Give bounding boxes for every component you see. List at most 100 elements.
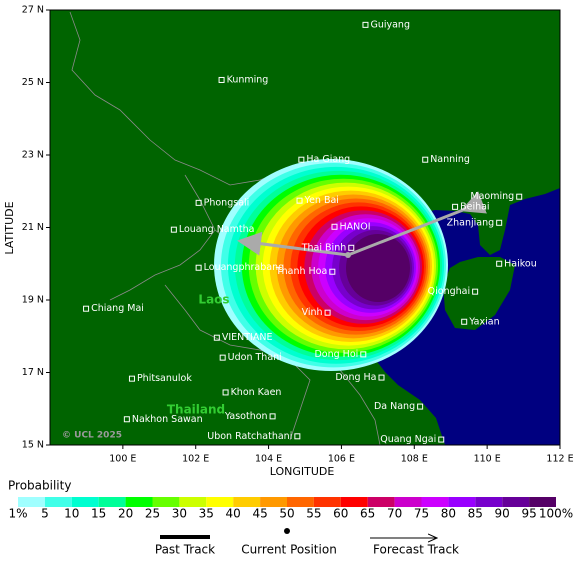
- colorbar-label: 40: [226, 507, 241, 521]
- colorbar-label: 15: [91, 507, 106, 521]
- colorbar-box: [367, 497, 395, 507]
- colorbar-box: [260, 497, 287, 507]
- colorbar-label: 75: [414, 507, 429, 521]
- colorbar-box: [71, 497, 99, 507]
- colorbar-box: [206, 497, 234, 507]
- colorbar-box: [98, 497, 126, 507]
- x-axis-label: LONGITUDE: [270, 465, 335, 478]
- colorbar-label: 1%: [8, 507, 27, 521]
- colorbar-label: 65: [360, 507, 375, 521]
- colorbar-label: 90: [495, 507, 510, 521]
- legend-label: Forecast Track: [373, 543, 459, 557]
- colorbar-box: [475, 497, 503, 507]
- legend-label: Past Track: [155, 543, 215, 557]
- colorbar-box: [179, 497, 207, 507]
- colorbar-label: 30: [172, 507, 187, 521]
- city-marker: [348, 244, 355, 251]
- y-tick-label: 17 N: [22, 367, 44, 378]
- city-label: Qionghai: [428, 286, 470, 297]
- city-marker: [296, 197, 303, 204]
- x-tick-label: 100 E: [109, 454, 136, 465]
- city-marker: [195, 264, 202, 271]
- city-label: Haikou: [504, 258, 537, 269]
- colorbar: 1% 5 10 15 20 25 30 35 40 45 50 55 60 65 70 75 80 85 90 95 1…: [8, 497, 573, 521]
- city-marker: [195, 199, 202, 206]
- region-label: Laos: [198, 293, 229, 307]
- track-line: [347, 191, 487, 257]
- region-label: Thailand: [167, 403, 225, 417]
- city-label: Chiang Mai: [91, 303, 144, 314]
- y-tick-label: 21 N: [22, 222, 44, 233]
- city-label: Nakhon Sawan: [132, 414, 203, 425]
- city-marker: [472, 288, 479, 295]
- city-marker: [438, 436, 445, 443]
- hainan: [443, 257, 515, 330]
- city-label: Louang Namtha: [179, 224, 255, 235]
- colorbar-label: 10: [64, 507, 79, 521]
- city-marker: [496, 219, 503, 226]
- colorbar-box: [18, 497, 45, 507]
- city-label: Thai Binh: [301, 242, 347, 253]
- colorbar-label: 100%: [539, 507, 573, 521]
- city-marker: [294, 433, 301, 440]
- x-tick-label: 106 E: [328, 454, 355, 465]
- colorbar-box: [233, 497, 261, 507]
- city-marker: [128, 375, 135, 382]
- city-marker: [298, 156, 305, 163]
- city-label: Dong Hoi: [314, 349, 358, 360]
- y-tick-label: 25 N: [22, 77, 44, 88]
- colorbar-title: Probability: [8, 479, 71, 493]
- city-label: Yaxian: [468, 316, 499, 327]
- cities: Guiyang Kunming Ha Giang Nanning Phongsali Ye…: [83, 19, 537, 445]
- city-marker: [170, 226, 177, 233]
- colorbar-label: 20: [118, 507, 133, 521]
- colorbar-label: 25: [145, 507, 160, 521]
- city-label: Nanning: [430, 154, 470, 165]
- colorbar-box: [502, 497, 530, 507]
- colorbar-box: [448, 497, 476, 507]
- city-marker: [452, 203, 459, 210]
- city-label: Guiyang: [370, 19, 410, 30]
- city-label: Vinh: [302, 307, 323, 318]
- city-label: Yen Bai: [304, 195, 339, 206]
- city-label: Udon Thani: [228, 352, 282, 363]
- axes: 100 E 102 E 104 E 106 E 108 E 110 E 112 E 15 N 1…: [22, 5, 574, 465]
- x-tick-label: 104 E: [255, 454, 282, 465]
- colorbar-box: [421, 497, 449, 507]
- legend-label: Current Position: [241, 543, 337, 557]
- city-marker: [422, 156, 429, 163]
- colorbar-box: [394, 497, 422, 507]
- city-label: Khon Kaen: [231, 387, 282, 398]
- city-marker: [324, 309, 331, 316]
- y-axis-label: LATITUDE: [3, 201, 16, 254]
- city-marker: [362, 21, 369, 28]
- city-label: VIENTIANE: [222, 332, 273, 343]
- city-label: Maoming: [470, 191, 514, 202]
- colorbar-label: 80: [441, 507, 456, 521]
- x-tick-label: 108 E: [401, 454, 428, 465]
- city-marker: [83, 305, 90, 312]
- city-marker: [123, 416, 130, 423]
- current-position: [345, 252, 351, 258]
- probability-swath: [214, 159, 448, 371]
- city-label: Zhanjiang: [447, 217, 495, 228]
- city-marker: [329, 268, 336, 275]
- credit: © UCL 2025: [62, 431, 122, 441]
- colorbar-box: [529, 497, 556, 507]
- city-label: Ubon Ratchathani: [207, 431, 292, 442]
- colorbar-label: 55: [306, 507, 321, 521]
- city-marker: [269, 413, 276, 420]
- city-label: Quang Ngai: [380, 434, 436, 445]
- colorbar-box: [287, 497, 314, 507]
- city-label: Phitsanulok: [137, 373, 192, 384]
- x-tick-label: 102 E: [182, 454, 209, 465]
- colorbar-box: [44, 497, 72, 507]
- city-marker: [496, 260, 503, 267]
- y-tick-label: 27 N: [22, 5, 44, 16]
- y-tick-label: 15 N: [22, 440, 44, 451]
- colorbar-label: 45: [252, 507, 267, 521]
- colorbar-label: 95: [521, 507, 536, 521]
- city-marker: [516, 193, 523, 200]
